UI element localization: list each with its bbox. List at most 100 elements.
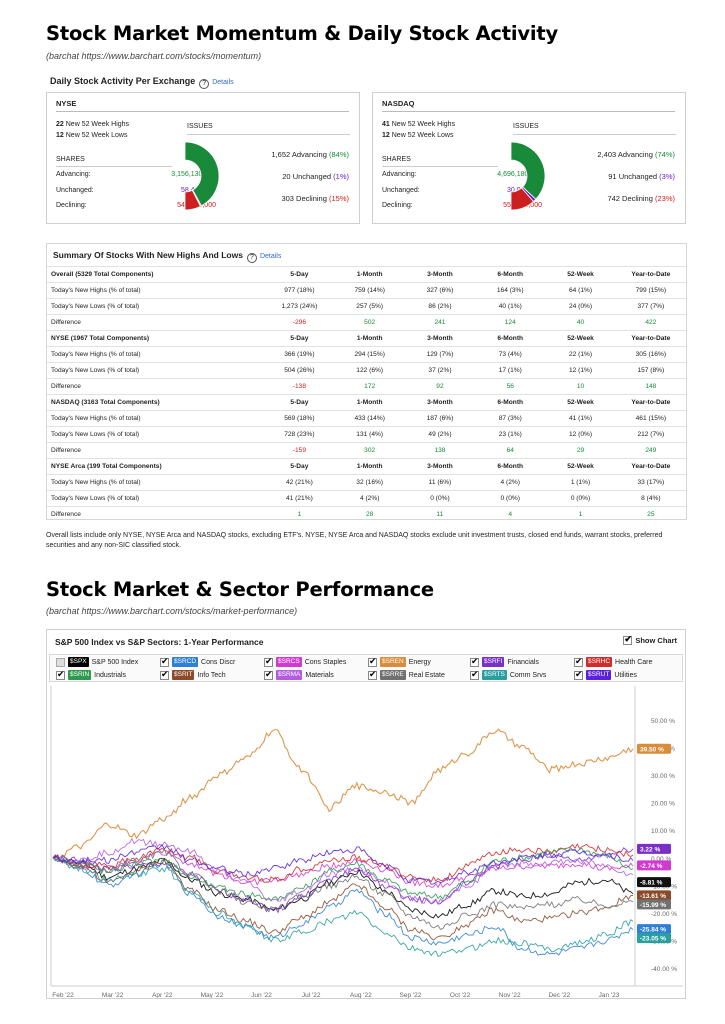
final-value-badge	[637, 899, 671, 910]
table-cell: 40 (1%)	[475, 298, 546, 315]
legend-checkbox[interactable]	[368, 669, 377, 680]
activity-details-link[interactable]: Details	[212, 79, 234, 86]
nasdaq-panel-title: NASDAQ	[382, 99, 415, 108]
row-label: Today's New Lows (% of total)	[47, 362, 265, 379]
legend-checkbox[interactable]	[160, 669, 169, 680]
table-cell: 87 (3%)	[475, 410, 546, 427]
column-header: Year-to-Date	[615, 458, 686, 475]
divider	[187, 134, 350, 135]
table-cell: 157 (8%)	[615, 362, 686, 379]
activity-title: Daily Stock Activity Per Exchange? Detail…	[50, 76, 234, 89]
column-header: 5-Day	[264, 266, 335, 283]
page-title-sector: Stock Market & Sector Performance	[46, 578, 434, 601]
advancing-label: Advancing:	[56, 171, 91, 178]
nyse-highs-label: New 52 Week Highs	[65, 121, 130, 128]
unchanged-label: Unchanged:	[382, 187, 420, 194]
row-label: Difference	[47, 442, 265, 459]
x-tick-label: Nov '22	[499, 992, 521, 998]
show-chart-checkbox[interactable]	[623, 634, 633, 645]
final-value-badge	[637, 933, 671, 944]
table-cell: 799 (15%)	[615, 282, 686, 299]
nyse-new-highs: 22 New 52 Week Highs	[56, 121, 129, 128]
table-row: Today's New Highs (% of total) 42 (21%) 32…	[47, 474, 686, 491]
table-cell: 92	[404, 378, 476, 395]
column-header: Year-to-Date	[615, 330, 686, 347]
legend-symbol-tag: $SRCS	[276, 657, 302, 667]
table-cell: 32 (16%)	[334, 474, 405, 491]
help-icon[interactable]: ?	[199, 79, 210, 89]
legend-checkbox[interactable]	[264, 656, 273, 667]
legend-symbol-tag: $SRMA	[276, 670, 303, 680]
table-cell: 249	[615, 442, 686, 459]
legend-checkbox[interactable]	[470, 669, 479, 680]
nasdaq-issues-unchanged-pct: (3%)	[659, 172, 675, 181]
final-value-badge	[637, 860, 671, 871]
summary-details-link[interactable]: Details	[259, 253, 282, 260]
series-line-srts	[52, 857, 634, 957]
declining-label: Declining:	[382, 202, 413, 209]
legend-checkbox[interactable]	[470, 656, 479, 667]
summary-table: Overall (5329 Total Components) 5-Day 1-Mo…	[47, 266, 686, 523]
table-row: Difference 1 28 11 4 1 25	[47, 506, 686, 523]
table-cell: 305 (16%)	[615, 346, 686, 363]
legend-symbol-tag: $SRIT	[172, 670, 195, 680]
series-line-srhc	[52, 843, 634, 883]
legend-checkbox[interactable]	[56, 669, 65, 680]
nyse-lows-label: New 52 Week Lows	[65, 132, 128, 139]
column-header: 1-Month	[334, 458, 405, 475]
table-cell: 504 (26%)	[264, 362, 335, 379]
table-cell: 73 (4%)	[475, 346, 546, 363]
column-header: Year-to-Date	[615, 394, 686, 411]
legend-checkbox[interactable]	[160, 656, 169, 667]
series-line-srre	[52, 848, 634, 930]
legend-item[interactable]: $SPX S&P 500 Index	[56, 657, 138, 667]
legend-symbol-tag: $SRHC	[586, 657, 613, 667]
show-chart-toggle[interactable]: Show Chart	[623, 634, 677, 645]
table-row: Difference -138 172 92 56 10 148	[47, 378, 686, 395]
show-chart-label: Show Chart	[635, 636, 677, 645]
nyse-issues-unchanged: 20 Unchanged (1%)	[282, 172, 349, 181]
legend-label: Cons Staples	[304, 658, 347, 666]
nasdaq-new-highs: 41 New 52 Week Highs	[382, 121, 455, 128]
nyse-advancing-shares: 3,156,130,000	[171, 171, 216, 178]
legend-checkbox[interactable]	[264, 669, 273, 680]
nasdaq-activity-panel: NASDAQ 41 New 52 Week Highs 12 New 52 We…	[372, 92, 686, 224]
final-value-label: -8.81 %	[640, 880, 663, 887]
series-line-sren	[52, 728, 634, 862]
table-cell: 433 (14%)	[334, 410, 405, 427]
final-value-badge	[637, 924, 671, 935]
legend-checkbox[interactable]	[368, 656, 377, 667]
group-name: NYSE (1967 Total Components)	[47, 330, 265, 347]
activity-title-text: Daily Stock Activity Per Exchange	[50, 76, 196, 86]
nasdaq-issues-advancing-count: 2,403 Advancing	[597, 150, 653, 159]
nasdaq-shares-label: SHARES	[382, 156, 411, 163]
table-row: Today's New Lows (% of total) 1,273 (24%)…	[47, 298, 686, 315]
help-icon[interactable]: ?	[246, 253, 257, 263]
legend-checkbox[interactable]	[574, 669, 583, 680]
table-cell: 11	[404, 506, 476, 523]
row-label: Difference	[47, 506, 265, 523]
column-header: 6-Month	[475, 266, 546, 283]
table-cell: 49 (2%)	[404, 426, 476, 443]
legend-checkbox[interactable]	[574, 656, 583, 667]
legend-label: Materials	[305, 671, 334, 679]
divider	[56, 166, 172, 167]
legend-checkbox[interactable]	[56, 657, 65, 667]
legend-label: Financials	[507, 658, 539, 666]
y-tick-label: 0.00 %	[651, 856, 671, 863]
table-cell: 22 (1%)	[545, 346, 616, 363]
divider	[382, 166, 498, 167]
table-cell: 302	[334, 442, 405, 459]
column-header: 52-Week	[545, 330, 616, 347]
